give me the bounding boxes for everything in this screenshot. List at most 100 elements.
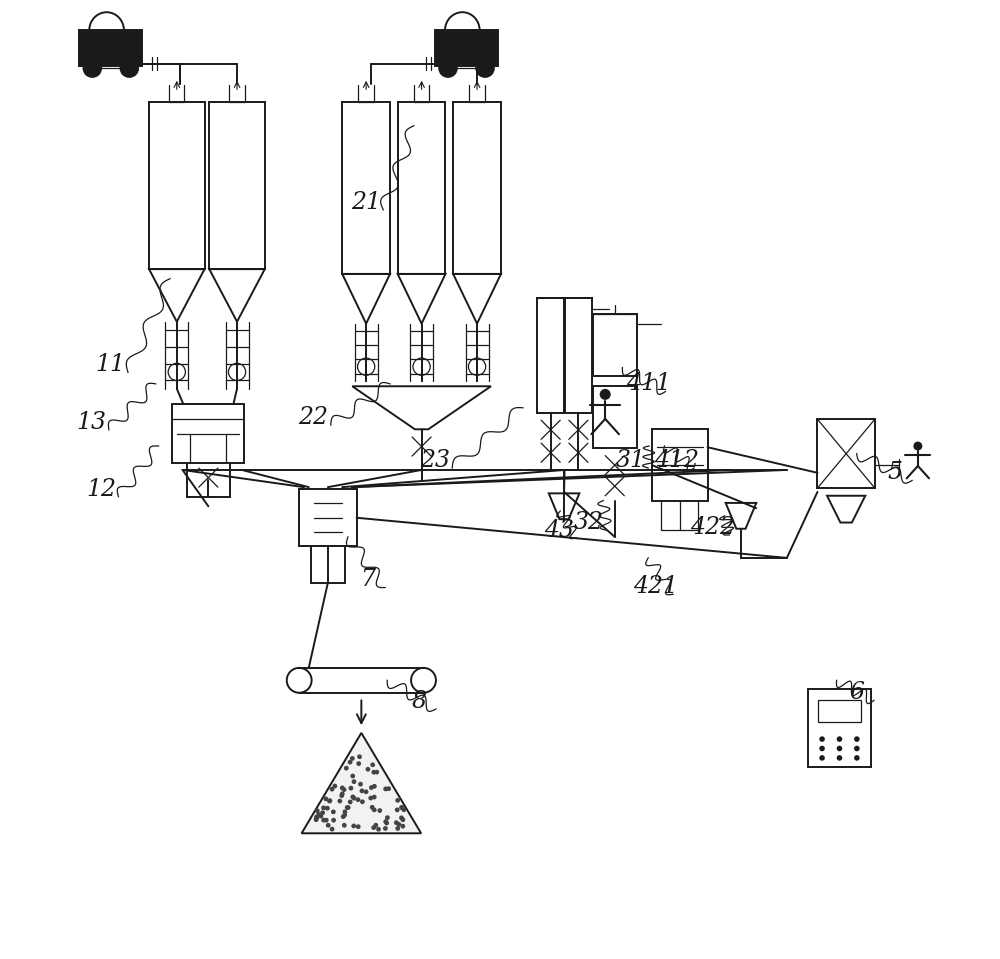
Circle shape (360, 788, 364, 793)
Circle shape (352, 780, 356, 784)
Circle shape (316, 812, 321, 817)
Text: 43: 43 (544, 519, 574, 542)
Polygon shape (302, 733, 421, 833)
Circle shape (344, 766, 349, 771)
Circle shape (345, 806, 350, 810)
Circle shape (339, 793, 344, 798)
Text: 32: 32 (574, 511, 604, 534)
Circle shape (346, 806, 351, 810)
Bar (593, 315, 637, 376)
Polygon shape (79, 31, 142, 66)
Circle shape (348, 800, 353, 805)
Circle shape (384, 821, 389, 826)
Bar (453, 102, 501, 274)
Text: 23: 23 (420, 449, 450, 472)
Text: 7: 7 (361, 569, 376, 592)
Bar (342, 102, 390, 274)
Circle shape (340, 791, 345, 796)
Circle shape (475, 58, 495, 78)
Circle shape (394, 820, 399, 825)
Circle shape (369, 785, 374, 790)
Circle shape (357, 755, 362, 760)
Circle shape (83, 58, 102, 78)
Circle shape (372, 807, 377, 812)
Text: 13: 13 (77, 410, 107, 433)
Circle shape (348, 760, 352, 764)
Circle shape (819, 755, 825, 760)
Text: 21: 21 (351, 191, 381, 214)
Circle shape (330, 827, 334, 831)
Circle shape (377, 808, 382, 813)
Circle shape (328, 798, 332, 803)
Circle shape (331, 818, 336, 823)
Circle shape (374, 770, 379, 775)
Circle shape (854, 755, 860, 760)
Circle shape (350, 794, 355, 799)
Bar (652, 430, 708, 501)
Bar (808, 689, 871, 767)
Circle shape (314, 815, 319, 820)
Text: 422: 422 (690, 516, 735, 539)
Circle shape (352, 796, 356, 801)
Circle shape (372, 795, 377, 800)
Circle shape (326, 823, 331, 828)
Circle shape (364, 789, 368, 794)
Circle shape (360, 800, 365, 805)
Circle shape (370, 805, 375, 809)
Circle shape (376, 827, 381, 831)
Circle shape (323, 797, 328, 801)
Circle shape (837, 737, 842, 742)
Circle shape (356, 761, 361, 766)
Circle shape (342, 787, 346, 792)
Circle shape (332, 784, 337, 788)
Text: 8: 8 (411, 690, 426, 713)
Circle shape (837, 746, 842, 751)
Circle shape (399, 815, 404, 820)
Circle shape (438, 58, 458, 78)
Circle shape (315, 808, 320, 813)
Circle shape (386, 786, 391, 791)
Bar (817, 419, 875, 488)
Circle shape (383, 826, 388, 830)
Circle shape (120, 58, 139, 78)
Circle shape (372, 784, 377, 788)
Circle shape (385, 815, 390, 820)
Circle shape (343, 809, 347, 814)
Circle shape (837, 755, 842, 760)
Text: 421: 421 (633, 575, 678, 598)
Circle shape (356, 825, 361, 829)
Text: 411: 411 (626, 372, 671, 395)
Circle shape (349, 785, 353, 790)
Circle shape (331, 809, 336, 814)
Circle shape (330, 786, 334, 791)
Text: 6: 6 (849, 681, 864, 704)
Text: 22: 22 (299, 406, 329, 429)
Circle shape (819, 746, 825, 751)
Text: 12: 12 (86, 478, 116, 501)
Circle shape (340, 785, 345, 790)
Circle shape (314, 815, 319, 820)
Text: 412: 412 (654, 449, 699, 472)
Circle shape (350, 756, 355, 760)
Circle shape (337, 799, 342, 804)
Circle shape (327, 799, 332, 804)
Bar (172, 404, 244, 463)
Circle shape (373, 823, 378, 828)
Circle shape (368, 796, 373, 801)
Circle shape (395, 826, 400, 830)
Bar (149, 102, 205, 269)
Circle shape (321, 806, 326, 810)
Circle shape (320, 810, 325, 815)
Circle shape (319, 813, 323, 818)
Circle shape (351, 824, 356, 829)
Circle shape (400, 806, 404, 810)
Circle shape (325, 806, 330, 810)
Text: 5: 5 (887, 461, 902, 484)
Circle shape (401, 817, 405, 822)
Circle shape (402, 807, 406, 812)
Circle shape (819, 737, 825, 742)
Circle shape (321, 818, 326, 823)
Polygon shape (435, 31, 498, 66)
Circle shape (854, 746, 860, 751)
Circle shape (342, 812, 347, 817)
